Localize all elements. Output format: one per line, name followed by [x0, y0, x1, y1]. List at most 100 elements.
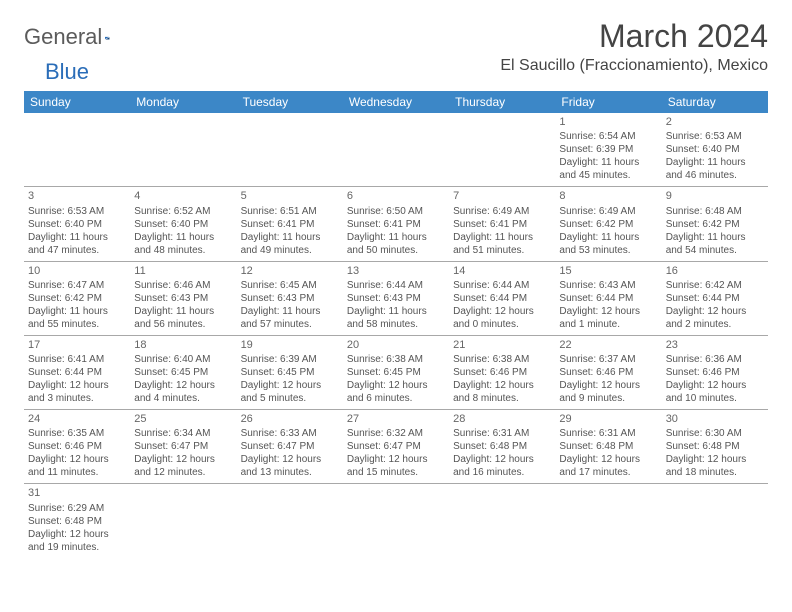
sunset-label: Sunset: 6:47 PM — [134, 440, 232, 453]
sunrise-label: Sunrise: 6:45 AM — [241, 279, 339, 292]
daylight-label: Daylight: 12 hours and 6 minutes. — [347, 379, 445, 405]
sunrise-label: Sunrise: 6:29 AM — [28, 502, 126, 515]
sunset-label: Sunset: 6:47 PM — [347, 440, 445, 453]
calendar-day-empty — [343, 113, 449, 187]
day-number: 9 — [666, 189, 764, 203]
sunset-label: Sunset: 6:46 PM — [453, 366, 551, 379]
day-number: 16 — [666, 264, 764, 278]
daylight-label: Daylight: 11 hours and 56 minutes. — [134, 305, 232, 331]
sunrise-label: Sunrise: 6:49 AM — [453, 205, 551, 218]
day-number: 5 — [241, 189, 339, 203]
calendar-day: 10Sunrise: 6:47 AMSunset: 6:42 PMDayligh… — [24, 261, 130, 335]
sunrise-label: Sunrise: 6:46 AM — [134, 279, 232, 292]
sunset-label: Sunset: 6:46 PM — [28, 440, 126, 453]
daylight-label: Daylight: 11 hours and 48 minutes. — [134, 231, 232, 257]
sunrise-label: Sunrise: 6:40 AM — [134, 353, 232, 366]
sunset-label: Sunset: 6:39 PM — [559, 143, 657, 156]
sunrise-label: Sunrise: 6:32 AM — [347, 427, 445, 440]
calendar-day: 31Sunrise: 6:29 AMSunset: 6:48 PMDayligh… — [24, 484, 130, 558]
sunrise-label: Sunrise: 6:39 AM — [241, 353, 339, 366]
calendar-day: 5Sunrise: 6:51 AMSunset: 6:41 PMDaylight… — [237, 187, 343, 261]
day-number: 20 — [347, 338, 445, 352]
day-number: 11 — [134, 264, 232, 278]
calendar-day: 26Sunrise: 6:33 AMSunset: 6:47 PMDayligh… — [237, 410, 343, 484]
sunrise-label: Sunrise: 6:47 AM — [28, 279, 126, 292]
day-number: 14 — [453, 264, 551, 278]
daylight-label: Daylight: 12 hours and 5 minutes. — [241, 379, 339, 405]
calendar-day: 30Sunrise: 6:30 AMSunset: 6:48 PMDayligh… — [662, 410, 768, 484]
calendar-day: 6Sunrise: 6:50 AMSunset: 6:41 PMDaylight… — [343, 187, 449, 261]
sunrise-label: Sunrise: 6:44 AM — [347, 279, 445, 292]
daylight-label: Daylight: 12 hours and 2 minutes. — [666, 305, 764, 331]
calendar-table: SundayMondayTuesdayWednesdayThursdayFrid… — [24, 91, 768, 558]
day-number: 23 — [666, 338, 764, 352]
day-number: 10 — [28, 264, 126, 278]
sunrise-label: Sunrise: 6:31 AM — [453, 427, 551, 440]
day-number: 30 — [666, 412, 764, 426]
daylight-label: Daylight: 11 hours and 49 minutes. — [241, 231, 339, 257]
sunset-label: Sunset: 6:48 PM — [559, 440, 657, 453]
sunrise-label: Sunrise: 6:53 AM — [28, 205, 126, 218]
day-number: 12 — [241, 264, 339, 278]
calendar-day: 17Sunrise: 6:41 AMSunset: 6:44 PMDayligh… — [24, 335, 130, 409]
sunset-label: Sunset: 6:44 PM — [28, 366, 126, 379]
weekday-header: Thursday — [449, 91, 555, 113]
sunrise-label: Sunrise: 6:49 AM — [559, 205, 657, 218]
sunset-label: Sunset: 6:43 PM — [241, 292, 339, 305]
daylight-label: Daylight: 11 hours and 46 minutes. — [666, 156, 764, 182]
day-number: 13 — [347, 264, 445, 278]
sunrise-label: Sunrise: 6:37 AM — [559, 353, 657, 366]
calendar-day-empty — [662, 484, 768, 558]
location-label: El Saucillo (Fraccionamiento), Mexico — [500, 57, 768, 75]
sunset-label: Sunset: 6:43 PM — [347, 292, 445, 305]
sunrise-label: Sunrise: 6:33 AM — [241, 427, 339, 440]
sunset-label: Sunset: 6:46 PM — [559, 366, 657, 379]
calendar-day: 25Sunrise: 6:34 AMSunset: 6:47 PMDayligh… — [130, 410, 236, 484]
calendar-day: 15Sunrise: 6:43 AMSunset: 6:44 PMDayligh… — [555, 261, 661, 335]
weekday-header: Saturday — [662, 91, 768, 113]
page-title: March 2024 — [500, 18, 768, 55]
sunset-label: Sunset: 6:47 PM — [241, 440, 339, 453]
calendar-header-row: SundayMondayTuesdayWednesdayThursdayFrid… — [24, 91, 768, 113]
day-number: 18 — [134, 338, 232, 352]
calendar-week: 17Sunrise: 6:41 AMSunset: 6:44 PMDayligh… — [24, 335, 768, 409]
calendar-day: 19Sunrise: 6:39 AMSunset: 6:45 PMDayligh… — [237, 335, 343, 409]
weekday-header: Monday — [130, 91, 236, 113]
day-number: 8 — [559, 189, 657, 203]
sunset-label: Sunset: 6:44 PM — [666, 292, 764, 305]
daylight-label: Daylight: 11 hours and 58 minutes. — [347, 305, 445, 331]
sunrise-label: Sunrise: 6:50 AM — [347, 205, 445, 218]
sunset-label: Sunset: 6:44 PM — [453, 292, 551, 305]
daylight-label: Daylight: 11 hours and 45 minutes. — [559, 156, 657, 182]
day-number: 27 — [347, 412, 445, 426]
sunset-label: Sunset: 6:44 PM — [559, 292, 657, 305]
sunrise-label: Sunrise: 6:48 AM — [666, 205, 764, 218]
daylight-label: Daylight: 11 hours and 53 minutes. — [559, 231, 657, 257]
calendar-day: 2Sunrise: 6:53 AMSunset: 6:40 PMDaylight… — [662, 113, 768, 187]
sunrise-label: Sunrise: 6:38 AM — [453, 353, 551, 366]
day-number: 7 — [453, 189, 551, 203]
day-number: 26 — [241, 412, 339, 426]
daylight-label: Daylight: 11 hours and 55 minutes. — [28, 305, 126, 331]
title-block: March 2024 El Saucillo (Fraccionamiento)… — [500, 18, 768, 75]
calendar-day: 1Sunrise: 6:54 AMSunset: 6:39 PMDaylight… — [555, 113, 661, 187]
sunrise-label: Sunrise: 6:41 AM — [28, 353, 126, 366]
calendar-day: 3Sunrise: 6:53 AMSunset: 6:40 PMDaylight… — [24, 187, 130, 261]
sunrise-label: Sunrise: 6:51 AM — [241, 205, 339, 218]
calendar-day: 12Sunrise: 6:45 AMSunset: 6:43 PMDayligh… — [237, 261, 343, 335]
daylight-label: Daylight: 12 hours and 8 minutes. — [453, 379, 551, 405]
weekday-header: Sunday — [24, 91, 130, 113]
sunrise-label: Sunrise: 6:36 AM — [666, 353, 764, 366]
daylight-label: Daylight: 12 hours and 11 minutes. — [28, 453, 126, 479]
calendar-week: 1Sunrise: 6:54 AMSunset: 6:39 PMDaylight… — [24, 113, 768, 187]
daylight-label: Daylight: 11 hours and 51 minutes. — [453, 231, 551, 257]
sunset-label: Sunset: 6:45 PM — [347, 366, 445, 379]
calendar-day: 8Sunrise: 6:49 AMSunset: 6:42 PMDaylight… — [555, 187, 661, 261]
daylight-label: Daylight: 11 hours and 54 minutes. — [666, 231, 764, 257]
daylight-label: Daylight: 12 hours and 18 minutes. — [666, 453, 764, 479]
day-number: 22 — [559, 338, 657, 352]
calendar-day: 23Sunrise: 6:36 AMSunset: 6:46 PMDayligh… — [662, 335, 768, 409]
calendar-day-empty — [237, 484, 343, 558]
logo-text-blue: Blue — [45, 59, 89, 85]
calendar-day-empty — [555, 484, 661, 558]
